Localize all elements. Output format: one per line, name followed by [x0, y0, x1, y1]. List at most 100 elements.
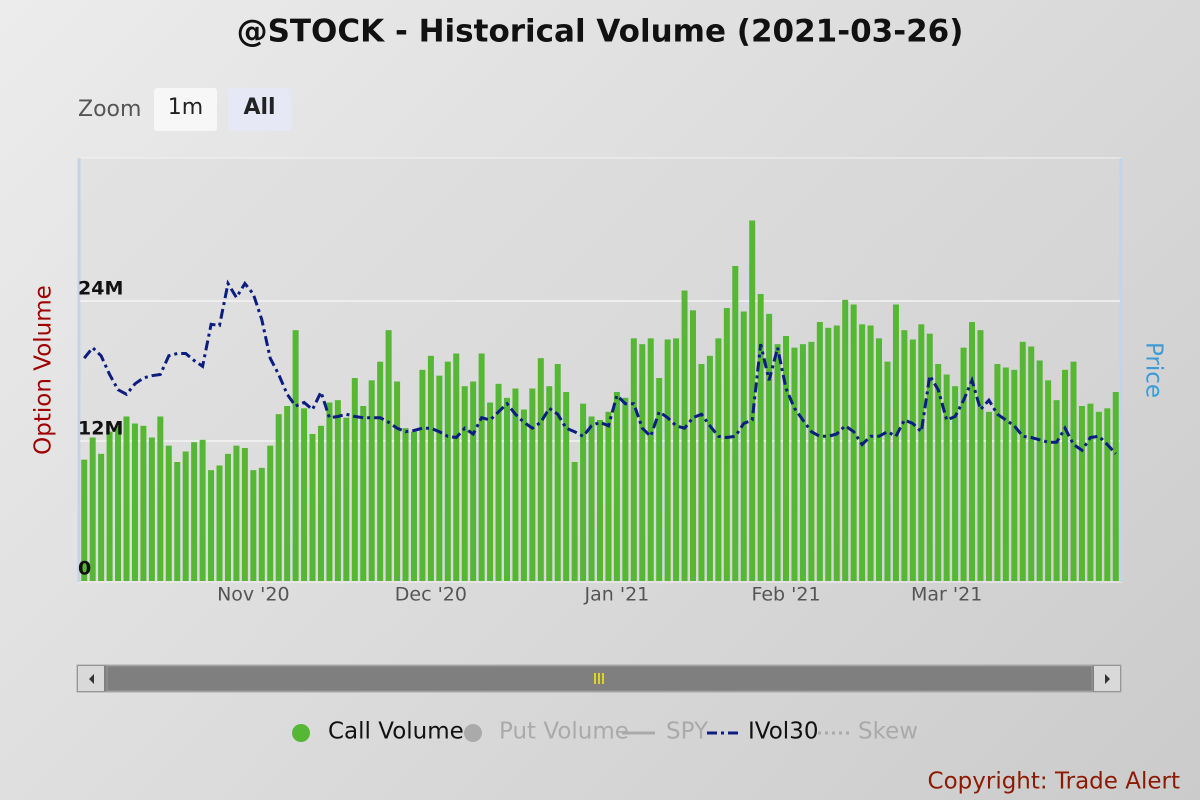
bar: [664, 339, 671, 581]
bar: [512, 388, 519, 581]
bar: [394, 381, 401, 581]
bar: [436, 375, 443, 581]
x-tick-label: Dec '20: [395, 584, 467, 606]
bar: [343, 417, 350, 581]
scrollbar-grip: [594, 673, 604, 684]
bar: [453, 353, 460, 581]
legend-label[interactable]: IVol30: [748, 719, 818, 745]
bar: [301, 408, 308, 581]
bar: [952, 386, 959, 581]
zoom-button-label[interactable]: All: [243, 95, 275, 120]
bar: [123, 416, 130, 581]
bar: [723, 308, 730, 581]
bar: [529, 388, 536, 581]
bar: [994, 364, 1001, 581]
bar: [410, 431, 417, 581]
bar: [732, 266, 739, 581]
bar: [1028, 346, 1035, 581]
bar: [191, 442, 198, 581]
scrollbar[interactable]: [76, 664, 1122, 693]
bar: [1019, 341, 1026, 581]
bar: [427, 355, 434, 581]
bar: [360, 406, 367, 581]
bar: [639, 344, 646, 581]
bar: [706, 355, 713, 581]
legend-label[interactable]: SPY: [666, 719, 709, 745]
bar: [1053, 400, 1060, 581]
bar: [1045, 380, 1052, 581]
line: [83, 279, 1117, 455]
y2-axis-title: Price: [1141, 342, 1167, 398]
y-tick-label: 12M: [78, 418, 123, 440]
bar: [174, 462, 181, 581]
bar: [106, 431, 113, 581]
legend-label[interactable]: Call Volume: [328, 719, 464, 745]
y-tick-label: 0: [78, 558, 91, 580]
bar: [182, 451, 189, 581]
bar: [969, 322, 976, 581]
bar: [960, 347, 967, 581]
bar: [985, 411, 992, 581]
bar: [148, 437, 155, 581]
bar: [419, 369, 426, 581]
legend-marker[interactable]: [292, 724, 310, 742]
bar: [1112, 392, 1119, 581]
bar: [1070, 361, 1077, 581]
bar: [833, 325, 840, 581]
bar: [698, 364, 705, 581]
bar: [115, 425, 122, 581]
bar: [597, 420, 603, 581]
bar: [546, 386, 553, 581]
bar: [317, 425, 324, 581]
x-tick-label: Jan '21: [584, 584, 650, 606]
zoom-button[interactable]: [228, 88, 291, 131]
y-axis-title: Option Volume: [31, 285, 57, 455]
legend-label[interactable]: Skew: [858, 719, 918, 745]
bar: [140, 425, 147, 581]
bar: [918, 324, 925, 581]
bar: [250, 470, 257, 581]
bar: [292, 330, 299, 581]
bar: [98, 453, 105, 581]
bar: [537, 358, 544, 581]
bar: [622, 397, 629, 581]
bar: [605, 411, 612, 581]
marks: [81, 220, 1119, 581]
bar: [224, 453, 231, 581]
bar: [554, 364, 561, 581]
bar: [757, 294, 764, 581]
bar: [783, 336, 790, 581]
bar: [199, 439, 206, 581]
zoom-button-label[interactable]: 1m: [168, 95, 203, 120]
bar: [656, 378, 663, 581]
x-tick-label: Mar '21: [911, 584, 982, 606]
labels: 0 12M 24M Nov '20 Dec '20 Jan '21 Feb '21 Mar '…: [78, 278, 982, 606]
bar: [1062, 369, 1069, 581]
bar: [816, 322, 823, 581]
bar: [275, 414, 282, 581]
zoom-button[interactable]: [154, 88, 217, 131]
bar: [326, 402, 333, 581]
bar: [81, 459, 88, 581]
bar: [1011, 369, 1018, 581]
bar: [520, 409, 527, 581]
zoom-label: Zoom: [78, 97, 141, 122]
bar: [1002, 367, 1009, 581]
bar: [580, 403, 587, 581]
zoom-buttons: 1m All: [154, 88, 291, 131]
scroll-left-arrow: [89, 674, 94, 684]
bar: [157, 416, 164, 581]
bar: [766, 313, 773, 581]
bar: [478, 353, 485, 581]
bar: [630, 338, 637, 581]
bar: [377, 361, 384, 581]
bar: [799, 344, 806, 581]
bar: [842, 299, 849, 581]
bar: [487, 402, 494, 581]
scroll-right-arrow: [1105, 674, 1110, 684]
copyright: Copyright: Trade Alert: [928, 769, 1180, 795]
legend-marker[interactable]: [464, 724, 482, 742]
legend-label[interactable]: Put Volume: [499, 719, 629, 745]
